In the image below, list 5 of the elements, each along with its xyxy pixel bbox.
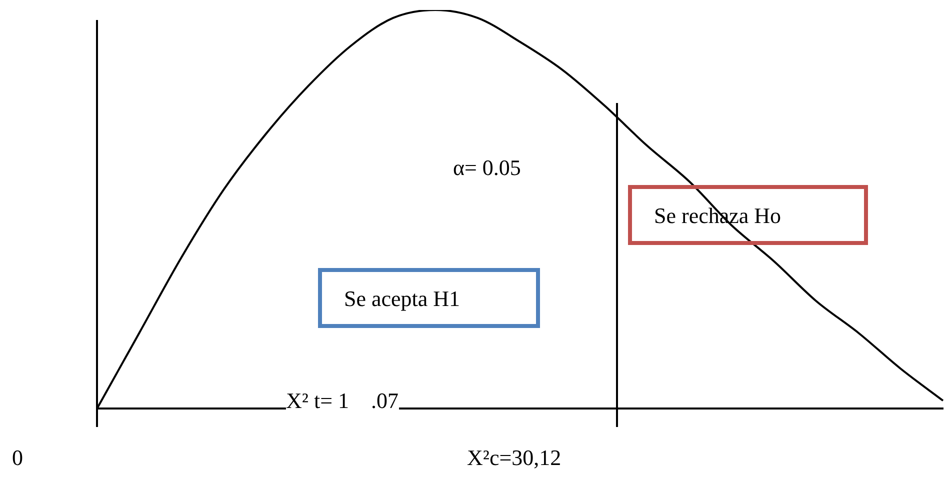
annotation: Se acepta H1 — [318, 268, 540, 328]
annotation: α= 0.05 — [453, 155, 521, 180]
text: 0 — [12, 445, 23, 470]
text: X²c=30,12 — [467, 445, 562, 470]
annotation: X² t= 1 .07 — [286, 388, 399, 414]
